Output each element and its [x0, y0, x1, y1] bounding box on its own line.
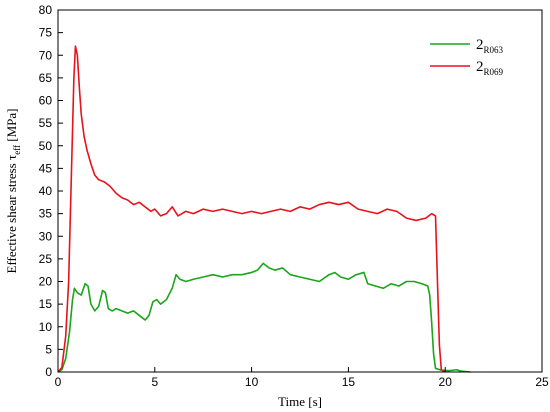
- x-tick-label: 15: [342, 375, 356, 389]
- y-axis-title-main: Effective shear stress τ: [4, 155, 19, 274]
- x-axis-title: Time [s]: [278, 394, 322, 409]
- series-layer: [57, 45, 471, 373]
- y-tick-label: 10: [39, 320, 53, 334]
- y-axis-title: Effective shear stress τeff [MPa]: [4, 109, 22, 274]
- x-tick-label: 0: [55, 375, 62, 389]
- y-tick-label: 55: [39, 116, 53, 130]
- y-axis-title-subscript: eff: [12, 145, 22, 155]
- y-tick-label: 5: [45, 342, 52, 356]
- tick-layer: 0 5 10 15 20 25 0 5 10 15 20 25 30 35 40 45 50 55 60 65 70 75…: [39, 3, 549, 389]
- y-axis-title-unit: [MPa]: [4, 109, 19, 145]
- y-tick-label: 60: [39, 94, 53, 108]
- y-tick-label: 0: [45, 365, 52, 379]
- legend-label: 2R063: [476, 37, 504, 55]
- legend-label: 2R069: [476, 59, 504, 77]
- y-tick-label: 80: [39, 3, 53, 17]
- y-tick-label: 45: [39, 161, 53, 175]
- legend: 2R063 2R069: [430, 37, 504, 77]
- y-tick-label: 25: [39, 252, 53, 266]
- y-tick-label: 40: [39, 184, 53, 198]
- y-tick-label: 35: [39, 207, 53, 221]
- series-line-2r069: [57, 45, 446, 373]
- y-tick-label: 50: [39, 139, 53, 153]
- y-tick-label: 75: [39, 26, 53, 40]
- x-tick-label: 25: [535, 375, 549, 389]
- y-tick-label: 30: [39, 229, 53, 243]
- x-tick-label: 20: [439, 375, 453, 389]
- y-tick-label: 15: [39, 297, 53, 311]
- x-tick-label: 5: [151, 375, 158, 389]
- x-tick-label: 10: [245, 375, 259, 389]
- series-line-2r063: [57, 262, 471, 373]
- y-tick-label: 70: [39, 48, 53, 62]
- y-tick-label: 65: [39, 71, 53, 85]
- y-tick-label: 20: [39, 275, 53, 289]
